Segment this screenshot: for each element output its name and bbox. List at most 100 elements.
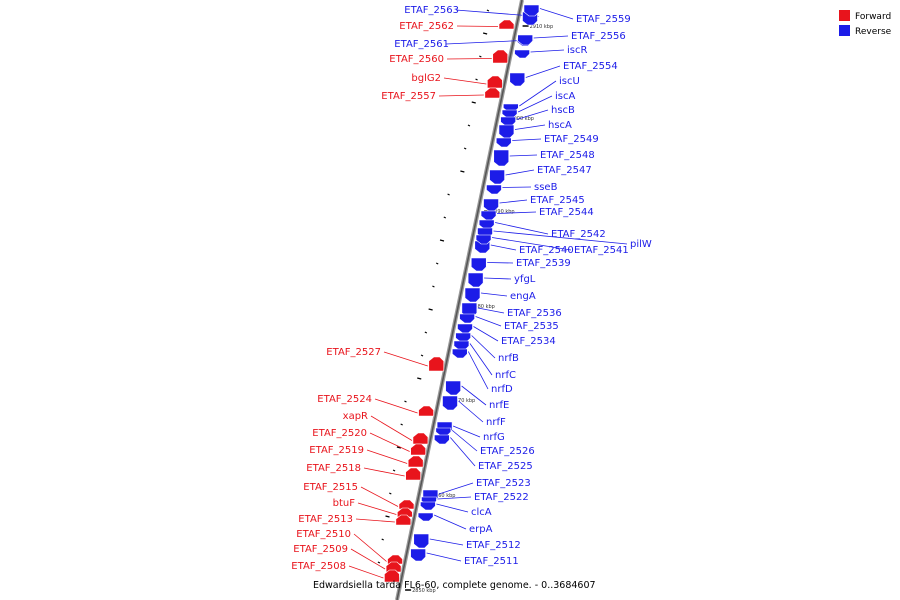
gene-label-etaf-2523[interactable]: ETAF_2523 bbox=[476, 478, 531, 489]
gene-arrow-etaf-2518[interactable] bbox=[405, 467, 421, 481]
gene-arrow-erpa[interactable] bbox=[417, 512, 434, 522]
gene-label-etaf-2547[interactable]: ETAF_2547 bbox=[537, 165, 592, 176]
gene-label-etaf-2515[interactable]: ETAF_2515 bbox=[303, 482, 358, 493]
gene-arrow-etaf-2547[interactable] bbox=[489, 169, 505, 185]
gene-arrow-xapr[interactable] bbox=[412, 432, 429, 445]
gene-arrow-etaf-2508[interactable] bbox=[384, 569, 400, 583]
gene-label-etaf-2526[interactable]: ETAF_2526 bbox=[480, 446, 535, 457]
gene-label-etaf-2560[interactable]: ETAF_2560 bbox=[389, 54, 444, 65]
gene-arrow-sseb[interactable] bbox=[486, 184, 502, 195]
gene-label-etaf-2536[interactable]: ETAF_2536 bbox=[507, 308, 562, 319]
gene-label-etaf-2525[interactable]: ETAF_2525 bbox=[478, 461, 533, 472]
gene-label-xapr[interactable]: xapR bbox=[343, 411, 368, 422]
gene-arrow-etaf-2559[interactable] bbox=[523, 4, 540, 17]
gene-arrow-etaf-2545[interactable] bbox=[483, 198, 499, 212]
gene-label-etaf-2554[interactable]: ETAF_2554 bbox=[563, 61, 618, 72]
gene-label-hscb[interactable]: hscB bbox=[551, 105, 575, 116]
gene-arrow-etaf-2541[interactable] bbox=[475, 234, 492, 245]
gene-label-etaf-2509[interactable]: ETAF_2509 bbox=[293, 544, 348, 555]
gene-label-etaf-2524[interactable]: ETAF_2524 bbox=[317, 394, 372, 405]
gene-label-etaf-2527[interactable]: ETAF_2527 bbox=[326, 347, 381, 358]
gene-label-etaf-2518[interactable]: ETAF_2518 bbox=[306, 463, 361, 474]
gene-arrow-etaf-2524[interactable] bbox=[418, 405, 434, 417]
gene-arrow-nrfc[interactable] bbox=[453, 340, 470, 351]
gene-label-clca[interactable]: clcA bbox=[471, 507, 492, 518]
gene-arrow-etaf-2539[interactable] bbox=[470, 257, 487, 272]
gene-arrow-etaf-2560[interactable] bbox=[492, 49, 509, 64]
gene-arrow-nrfb[interactable] bbox=[455, 332, 471, 343]
gene-arrow-nrfe[interactable] bbox=[445, 380, 461, 396]
gene-arrow-etaf-2557[interactable] bbox=[484, 87, 501, 99]
gene-label-isca[interactable]: iscA bbox=[555, 91, 575, 102]
gene-label-btuf[interactable]: btuF bbox=[333, 498, 356, 509]
gene-label-etaf-2562[interactable]: ETAF_2562 bbox=[399, 21, 454, 32]
gene-arrow-etaf-2556[interactable] bbox=[517, 34, 534, 46]
gene-arrow-iscr[interactable] bbox=[514, 49, 530, 59]
gene-label-erpa[interactable]: erpA bbox=[469, 524, 493, 535]
gene-label-etaf-2539[interactable]: ETAF_2539 bbox=[516, 258, 571, 269]
gene-label-etaf-2520[interactable]: ETAF_2520 bbox=[312, 428, 367, 439]
gene-label-etaf-2541[interactable]: ETAF_2541 bbox=[574, 245, 629, 256]
gene-label-etaf-2548[interactable]: ETAF_2548 bbox=[540, 150, 595, 161]
gene-label-etaf-2549[interactable]: ETAF_2549 bbox=[544, 134, 599, 145]
gene-label-enga[interactable]: engA bbox=[510, 291, 536, 302]
gene-label-bglg2[interactable]: bglG2 bbox=[411, 73, 441, 84]
gene-features[interactable] bbox=[384, 4, 540, 583]
gene-label-etaf-2542[interactable]: ETAF_2542 bbox=[551, 229, 606, 240]
gene-arrow-etaf-2534[interactable] bbox=[457, 323, 473, 334]
gene-arrow-etaf-2548[interactable] bbox=[493, 149, 510, 167]
gene-arrow-etaf-2542[interactable] bbox=[478, 219, 495, 230]
gene-label-etaf-2559[interactable]: ETAF_2559 bbox=[576, 14, 631, 25]
gene-label-etaf-2519[interactable]: ETAF_2519 bbox=[309, 445, 364, 456]
gene-arrow-bglg2[interactable] bbox=[487, 75, 503, 89]
gene-arrow-etaf-2549[interactable] bbox=[495, 137, 512, 148]
gene-arrow-etaf-2511[interactable] bbox=[410, 548, 426, 562]
gene-arrow-etaf-2509[interactable] bbox=[385, 561, 402, 573]
gene-label-nrfc[interactable]: nrfC bbox=[495, 370, 516, 381]
gene-arrow-etaf-2515[interactable] bbox=[398, 499, 415, 510]
gene-arrow-etaf-2525[interactable] bbox=[434, 434, 450, 445]
gene-label-nrfg[interactable]: nrfG bbox=[483, 432, 505, 443]
gene-label-etaf-2545[interactable]: ETAF_2545 bbox=[530, 195, 585, 206]
gene-arrow-etaf-2520[interactable] bbox=[410, 443, 426, 456]
gene-arrow-clca[interactable] bbox=[420, 501, 436, 511]
gene-arrow-nrfd[interactable] bbox=[451, 348, 468, 359]
gene-label-iscr[interactable]: iscR bbox=[567, 45, 587, 56]
gene-label-etaf-2511[interactable]: ETAF_2511 bbox=[464, 556, 519, 567]
gene-label-etaf-2556[interactable]: ETAF_2556 bbox=[571, 31, 626, 42]
gene-label-hsca[interactable]: hscA bbox=[548, 120, 572, 131]
gene-label-etaf-2544[interactable]: ETAF_2544 bbox=[539, 207, 594, 218]
gene-label-etaf-2535[interactable]: ETAF_2535 bbox=[504, 321, 559, 332]
gene-label-iscu[interactable]: iscU bbox=[559, 76, 580, 87]
gene-label-etaf-2513[interactable]: ETAF_2513 bbox=[298, 514, 353, 525]
gene-labels[interactable]: ETAF_2563 ETAF_2562 ETAF_2561 ETAF_2560 bglG… bbox=[291, 5, 652, 572]
gene-label-etaf-2563[interactable]: ETAF_2563 bbox=[404, 5, 459, 16]
gene-label-sseb[interactable]: sseB bbox=[534, 182, 558, 193]
gene-arrow-enga[interactable] bbox=[464, 287, 481, 303]
gene-label-nrfe[interactable]: nrfE bbox=[489, 400, 509, 411]
gene-arrow-etaf-2519[interactable] bbox=[407, 455, 424, 468]
gene-arrow-hscb[interactable] bbox=[500, 116, 516, 127]
gene-arrow-etaf-2527[interactable] bbox=[428, 356, 445, 372]
gene-arrow-etaf-2535[interactable] bbox=[459, 313, 475, 324]
gene-label-nrff[interactable]: nrfF bbox=[486, 417, 506, 428]
gene-arrow-etaf-2562[interactable] bbox=[498, 19, 515, 30]
gene-label-etaf-2557[interactable]: ETAF_2557 bbox=[381, 91, 436, 102]
gene-label-etaf-2561[interactable]: ETAF_2561 bbox=[394, 39, 449, 50]
gene-arrow-etaf-2554[interactable] bbox=[509, 72, 526, 87]
gene-arrow-hsca[interactable] bbox=[498, 124, 515, 139]
gene-arrow-etaf-2512[interactable] bbox=[413, 533, 430, 549]
gene-arrow-yfgl[interactable] bbox=[467, 272, 484, 288]
gene-label-etaf-2522[interactable]: ETAF_2522 bbox=[474, 492, 529, 503]
gene-arrow-etaf-2544[interactable] bbox=[480, 210, 497, 221]
gene-label-etaf-2508[interactable]: ETAF_2508 bbox=[291, 561, 346, 572]
gene-label-etaf-2534[interactable]: ETAF_2534 bbox=[501, 336, 556, 347]
gene-label-yfgl[interactable]: yfgL bbox=[514, 274, 536, 285]
gene-arrow-etaf-2513[interactable] bbox=[395, 514, 412, 526]
gene-label-etaf-2540[interactable]: ETAF_2540 bbox=[519, 245, 574, 256]
gene-label-etaf-2510[interactable]: ETAF_2510 bbox=[296, 529, 351, 540]
gene-label-nrfb[interactable]: nrfB bbox=[498, 353, 519, 364]
gene-label-nrfd[interactable]: nrfD bbox=[491, 384, 513, 395]
gene-label-etaf-2512[interactable]: ETAF_2512 bbox=[466, 540, 521, 551]
gene-arrow-nrff[interactable] bbox=[442, 395, 458, 411]
